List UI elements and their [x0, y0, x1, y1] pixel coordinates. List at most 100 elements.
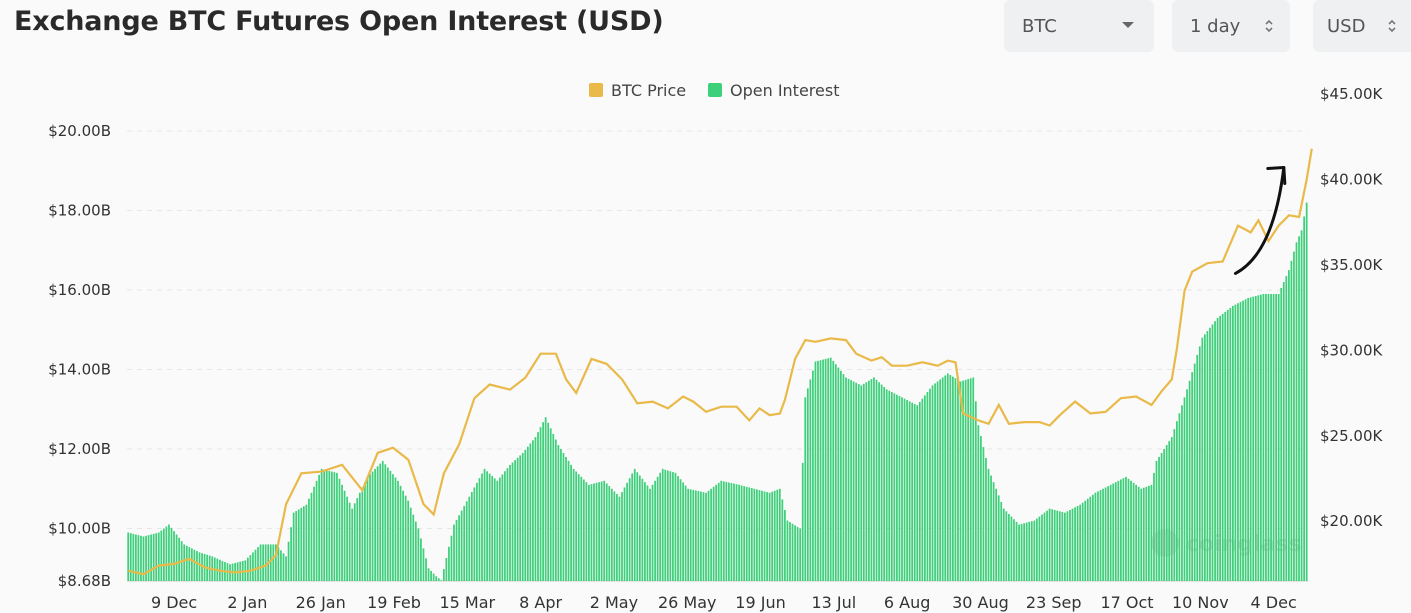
oi-bar [333, 472, 336, 581]
oi-bar [1181, 405, 1183, 581]
interval-stepper[interactable]: 1 day [1172, 0, 1290, 52]
oi-bar [733, 483, 735, 581]
oi-bar [129, 533, 132, 581]
oi-bar [325, 470, 328, 581]
oi-bar [1300, 230, 1303, 581]
up-down-chevron-icon [1265, 19, 1273, 33]
oi-bar [926, 392, 929, 581]
oi-bar [1125, 476, 1127, 581]
oi-bar [445, 557, 448, 581]
x-axis: 9 Dec 2 Jan 26 Jan 19 Feb 15 Mar 8 Apr 2 May 26… [151, 593, 1297, 612]
oi-bar [504, 471, 506, 581]
caret-down-icon [1122, 22, 1134, 28]
oi-bar [588, 484, 590, 581]
oi-bar [514, 460, 516, 581]
oi-bar [470, 492, 473, 581]
oi-bar [386, 467, 389, 581]
oi-bar [506, 468, 509, 581]
oi-bar [165, 526, 168, 581]
oi-bar [145, 535, 147, 581]
right-axis: $45.00K $40.00K $35.00K $30.00K $25.00K $20.0… [1320, 85, 1383, 530]
oi-bar [862, 383, 865, 581]
oi-bar [402, 490, 404, 581]
oi-bar [1112, 483, 1115, 581]
oi-bar [656, 476, 659, 581]
oi-bar [758, 490, 761, 581]
oi-bar [1165, 445, 1168, 581]
x-tick-label: 6 Aug [884, 593, 931, 612]
oi-bar [623, 487, 626, 581]
oi-bar [715, 484, 718, 581]
oi-bar [1183, 397, 1186, 581]
oi-bar [432, 573, 435, 581]
oi-bar [1033, 520, 1036, 581]
oi-bar [381, 460, 384, 581]
oi-bar [1013, 519, 1015, 581]
oi-bar [348, 502, 351, 581]
oi-bar [865, 382, 868, 581]
right-tick-label: $20.00K [1320, 512, 1383, 530]
oi-bar [320, 468, 323, 581]
oi-bar [1127, 478, 1130, 581]
oi-bar [509, 464, 511, 581]
x-tick-label: 26 Jan [296, 593, 346, 612]
oi-bar [600, 481, 603, 581]
oi-bar [773, 490, 776, 581]
oi-bar [631, 473, 634, 581]
legend-label-open-interest[interactable]: Open Interest [730, 81, 839, 100]
oi-bar [1066, 511, 1069, 581]
arrow-shaft [1233, 165, 1286, 275]
oi-bar [1287, 270, 1290, 581]
oi-bar [440, 580, 443, 581]
oi-bar [722, 481, 725, 581]
oi-bar [992, 482, 995, 581]
oi-bar [824, 358, 827, 581]
oi-bar [1089, 496, 1092, 581]
oi-bar [969, 378, 972, 581]
oi-bar [786, 520, 789, 581]
oi-bar [1036, 518, 1038, 581]
oi-bar [646, 485, 649, 581]
oi-bar [633, 468, 636, 581]
oi-bar [1153, 472, 1155, 581]
oi-bar [519, 455, 522, 581]
oi-bar [1272, 293, 1275, 581]
oi-bar [987, 468, 990, 581]
oi-bar [140, 535, 142, 581]
oi-bar [173, 531, 175, 581]
oi-bar [997, 495, 1000, 581]
oi-bar [1214, 321, 1216, 581]
oi-bar [1117, 480, 1120, 581]
asset-select[interactable]: BTC [1004, 0, 1154, 52]
legend-label-btc-price[interactable]: BTC Price [611, 81, 686, 100]
oi-bar [1252, 296, 1255, 581]
oi-bar [580, 476, 583, 581]
oi-bar [1038, 516, 1041, 581]
x-tick-label: 30 Aug [952, 593, 1009, 612]
oi-bar [814, 361, 817, 581]
legend-swatch-btc-price [589, 83, 603, 97]
oi-bar [168, 524, 170, 581]
oi-bar [1203, 334, 1206, 581]
currency-stepper[interactable]: USD [1313, 0, 1411, 52]
oi-bar [565, 456, 567, 581]
oi-bar [1102, 488, 1104, 581]
oi-bar [188, 547, 191, 581]
oi-bar [412, 514, 415, 581]
oi-bar [1224, 311, 1227, 581]
oi-bar [1231, 305, 1234, 581]
oi-bar [1092, 494, 1094, 581]
page-title: Exchange BTC Futures Open Interest (USD) [14, 6, 664, 37]
oi-bar [1046, 510, 1048, 581]
up-down-chevron-icon [1388, 19, 1396, 33]
legend[interactable]: BTC Price Open Interest [589, 81, 839, 100]
oi-bar [582, 479, 585, 581]
oi-bar [1079, 504, 1082, 581]
oi-bar [315, 480, 318, 581]
oi-bar [768, 492, 771, 581]
oi-bar [300, 507, 303, 581]
oi-bar [1193, 363, 1196, 581]
x-tick-label: 2 Jan [227, 593, 267, 612]
oi-bar [175, 534, 178, 581]
oi-bar [766, 492, 768, 581]
